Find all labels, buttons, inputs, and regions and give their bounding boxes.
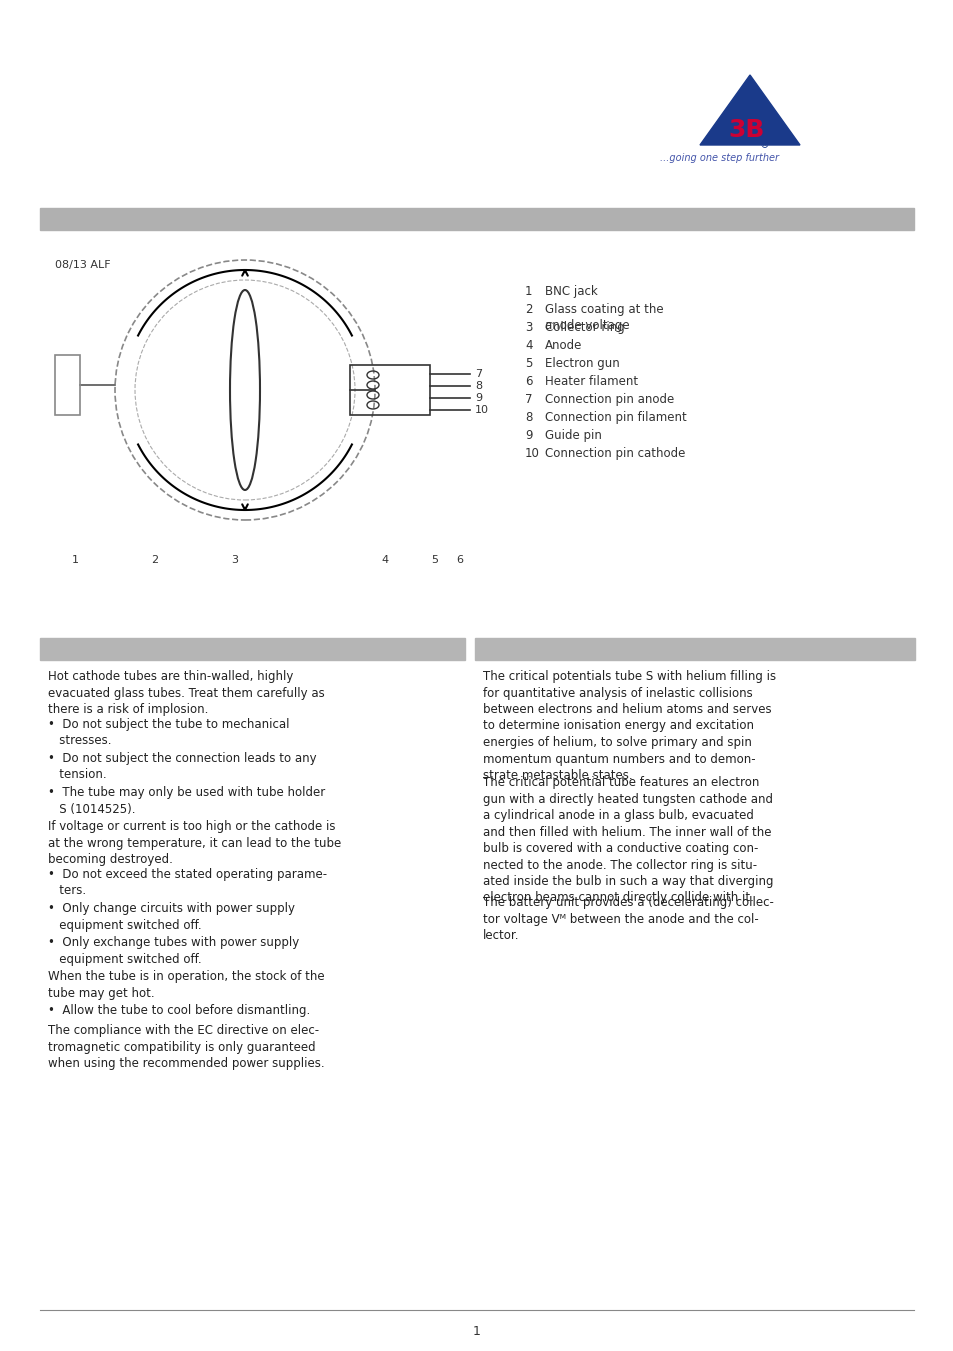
Text: •  Do not subject the tube to mechanical
   stresses.: • Do not subject the tube to mechanical …	[48, 717, 289, 747]
Text: 5: 5	[524, 357, 532, 370]
Text: Hot cathode tubes are thin-walled, highly
evacuated glass tubes. Treat them care: Hot cathode tubes are thin-walled, highl…	[48, 670, 324, 716]
Text: When the tube is in operation, the stock of the
tube may get hot.: When the tube is in operation, the stock…	[48, 970, 324, 1000]
Text: The compliance with the EC directive on elec-
tromagnetic compatibility is only : The compliance with the EC directive on …	[48, 1024, 324, 1070]
Text: 4: 4	[381, 555, 388, 565]
Text: 2: 2	[152, 555, 158, 565]
Text: •  Do not exceed the stated operating parame-
   ters.: • Do not exceed the stated operating par…	[48, 867, 327, 897]
Text: •  Only change circuits with power supply
   equipment switched off.: • Only change circuits with power supply…	[48, 902, 294, 931]
Text: 3: 3	[524, 322, 532, 334]
Text: 10: 10	[475, 405, 489, 415]
Text: The critical potential tube features an electron
gun with a directly heated tung: The critical potential tube features an …	[482, 775, 773, 905]
Bar	[40, 208, 913, 230]
Text: ®: ®	[760, 141, 769, 150]
Text: BNC jack: BNC jack	[544, 285, 598, 299]
Text: 5: 5	[431, 555, 438, 565]
Text: 3B: 3B	[728, 118, 764, 142]
Text: If voltage or current is too high or the cathode is
at the wrong temperature, it: If voltage or current is too high or the…	[48, 820, 341, 866]
Text: Anode: Anode	[544, 339, 581, 353]
Bar	[55, 355, 80, 415]
Text: Connection pin filament: Connection pin filament	[544, 411, 686, 424]
Text: 9: 9	[524, 430, 532, 442]
Text: Heater filament: Heater filament	[544, 376, 638, 388]
Text: The critical potentials tube S with helium filling is
for quantitative analysis : The critical potentials tube S with heli…	[482, 670, 776, 782]
Text: 4: 4	[524, 339, 532, 353]
Text: Guide pin: Guide pin	[544, 430, 601, 442]
Text: •  The tube may only be used with tube holder
   S (1014525).: • The tube may only be used with tube ho…	[48, 786, 325, 816]
Text: Collector ring: Collector ring	[544, 322, 624, 334]
Text: Glass coating at the
anode voltage: Glass coating at the anode voltage	[544, 303, 663, 332]
Text: 7: 7	[475, 369, 481, 380]
Bar	[350, 365, 430, 415]
Text: 7: 7	[524, 393, 532, 407]
Bar	[475, 638, 914, 661]
Text: ...going one step further: ...going one step further	[659, 153, 779, 163]
Text: •  Do not subject the connection leads to any
   tension.: • Do not subject the connection leads to…	[48, 753, 316, 781]
Text: •  Only exchange tubes with power supply
   equipment switched off.: • Only exchange tubes with power supply …	[48, 936, 299, 966]
Text: Electron gun: Electron gun	[544, 357, 619, 370]
Bar	[40, 638, 464, 661]
Text: •  Allow the tube to cool before dismantling.: • Allow the tube to cool before dismantl…	[48, 1004, 310, 1017]
Text: 8: 8	[475, 381, 481, 390]
Text: 6: 6	[524, 376, 532, 388]
Polygon shape	[700, 76, 800, 145]
Text: 10: 10	[524, 447, 539, 459]
Text: 1: 1	[473, 1325, 480, 1337]
Text: The battery unit provides a (decelerating) collec-
tor voltage Vᴹ between the an: The battery unit provides a (deceleratin…	[482, 896, 773, 942]
Text: Connection pin anode: Connection pin anode	[544, 393, 674, 407]
Text: 8: 8	[524, 411, 532, 424]
Text: 6: 6	[456, 555, 463, 565]
Text: Connection pin cathode: Connection pin cathode	[544, 447, 684, 459]
Text: 1: 1	[524, 285, 532, 299]
Text: 3: 3	[232, 555, 238, 565]
Text: 2: 2	[524, 303, 532, 316]
Text: 1: 1	[71, 555, 78, 565]
Text: 08/13 ALF: 08/13 ALF	[55, 259, 111, 270]
Text: 9: 9	[475, 393, 481, 403]
